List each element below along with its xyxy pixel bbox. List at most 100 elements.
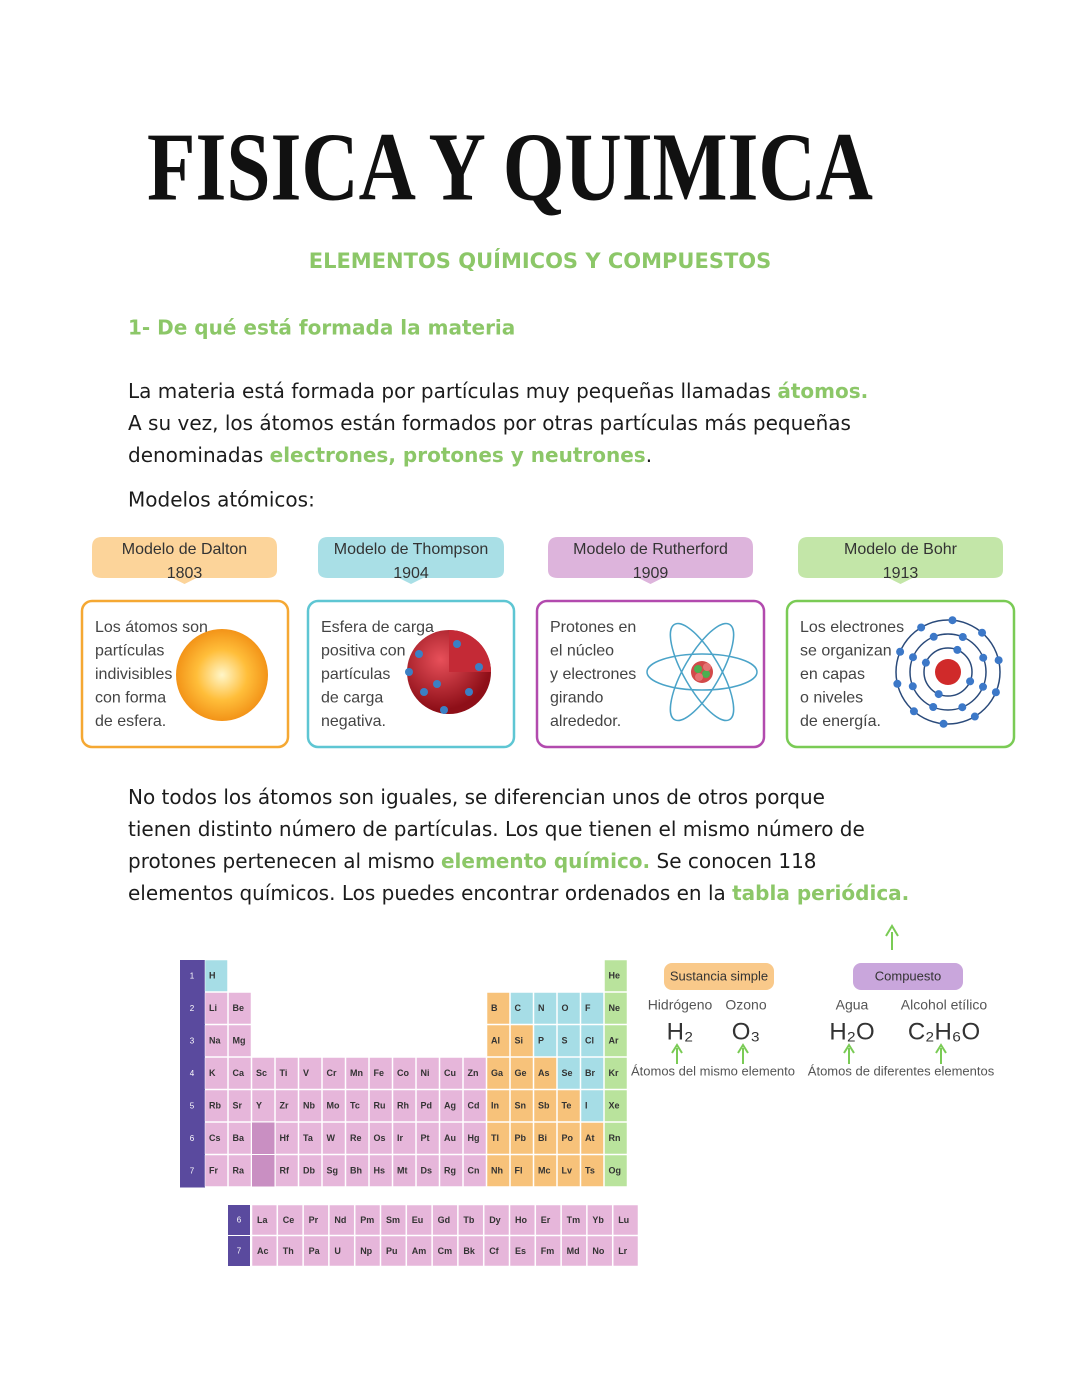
- element-cell: [533, 1154, 557, 1187]
- element-cell: [369, 1154, 393, 1187]
- element-cell: [228, 1024, 252, 1057]
- electron: [475, 663, 483, 671]
- period-label: 3: [190, 1036, 195, 1045]
- element-cell: [580, 992, 604, 1025]
- element-cell: [369, 1122, 393, 1155]
- element-cell: [228, 1089, 252, 1122]
- element-symbol: Nd: [334, 1215, 346, 1225]
- element-symbol: Lu: [618, 1215, 629, 1225]
- element-symbol: U: [334, 1246, 341, 1256]
- model-description: de esfera.: [95, 713, 166, 730]
- electron: [921, 658, 930, 667]
- element-symbol: Zr: [280, 1101, 289, 1111]
- element-symbol: Pt: [421, 1133, 430, 1143]
- element-symbol: Po: [562, 1133, 574, 1143]
- element-symbol: Ag: [444, 1101, 456, 1111]
- element-cell: [510, 1057, 534, 1090]
- element-cell: [533, 992, 557, 1025]
- element-symbol: Bh: [350, 1166, 362, 1176]
- element-symbol: Es: [515, 1246, 526, 1256]
- f-period-label: 7: [237, 1247, 242, 1256]
- element-symbol: Zn: [468, 1068, 479, 1078]
- element-symbol: Tl: [491, 1133, 499, 1143]
- substance-label: Sustancia simple: [670, 968, 768, 983]
- arrow: [843, 1043, 855, 1064]
- element-symbol: Sr: [233, 1101, 243, 1111]
- element-symbol: Xe: [609, 1101, 620, 1111]
- element-cell: [604, 1089, 628, 1122]
- electron: [405, 668, 413, 676]
- element-cell: [329, 1204, 355, 1236]
- element-symbol: K: [209, 1068, 216, 1078]
- paragraph-line: tienen distinto número de partículas. Lo…: [128, 817, 865, 841]
- text-run: protones pertenecen al mismo: [128, 849, 441, 873]
- element-symbol: Er: [541, 1215, 551, 1225]
- element-cell: [303, 1235, 329, 1267]
- example-name: Agua: [836, 997, 869, 1013]
- dalton-sphere: [176, 629, 268, 721]
- element-cell: [228, 1122, 252, 1155]
- element-symbol: Cf: [489, 1246, 499, 1256]
- element-cell: [557, 1122, 581, 1155]
- element-cell: [580, 1154, 604, 1187]
- element-cell: [322, 1057, 346, 1090]
- paragraph-line: protones pertenecen al mismo elemento qu…: [128, 849, 817, 873]
- element-symbol: Co: [397, 1068, 409, 1078]
- element-cell: [483, 1235, 510, 1267]
- element-symbol: Hf: [280, 1133, 290, 1143]
- example-formula: C₂H₆O: [908, 1018, 980, 1045]
- element-cell: [392, 1057, 416, 1090]
- element-symbol: Ca: [233, 1068, 245, 1078]
- element-cell: [275, 1122, 299, 1155]
- element-symbol: B: [491, 1003, 498, 1013]
- element-cell: [604, 992, 628, 1025]
- model-description: positiva con: [321, 643, 406, 660]
- period-label: 6: [190, 1134, 195, 1143]
- element-symbol: Db: [303, 1166, 315, 1176]
- element-symbol: C: [515, 1003, 522, 1013]
- substance-pill: [664, 963, 774, 990]
- element-cell: [380, 1235, 407, 1267]
- element-cell: [251, 1057, 275, 1090]
- electron: [909, 707, 918, 716]
- element-symbol: Y: [256, 1101, 262, 1111]
- element-symbol: As: [538, 1068, 550, 1078]
- element-cell: [298, 1057, 322, 1090]
- element-cell: [604, 1057, 628, 1090]
- element-cell: [204, 1089, 228, 1122]
- element-symbol: Eu: [412, 1215, 424, 1225]
- element-symbol: Pb: [515, 1133, 527, 1143]
- element-cell: [580, 1122, 604, 1155]
- orbit: [669, 622, 735, 722]
- element-symbol: Sc: [256, 1068, 267, 1078]
- substance-caption: Átomos del mismo elemento: [631, 1063, 795, 1078]
- element-cell: [557, 1154, 581, 1187]
- element-cell: [510, 1122, 534, 1155]
- electron: [453, 640, 461, 648]
- element-symbol: Ts: [585, 1166, 595, 1176]
- element-symbol: Cd: [468, 1101, 480, 1111]
- element-symbol: Rf: [280, 1166, 290, 1176]
- element-cell: [557, 1024, 581, 1057]
- model-description: girando: [550, 690, 603, 707]
- element-symbol: V: [303, 1068, 309, 1078]
- element-cell: [406, 1235, 432, 1267]
- element-symbol: La: [257, 1215, 268, 1225]
- element-symbol: Ra: [233, 1166, 245, 1176]
- element-symbol: N: [538, 1003, 545, 1013]
- electron: [908, 653, 917, 662]
- text-run: Se conocen 118: [650, 849, 816, 873]
- element-cell: [439, 1122, 463, 1155]
- element-cell: [251, 1204, 278, 1236]
- element-symbol: Tm: [567, 1215, 581, 1225]
- element-cell: [204, 1122, 228, 1155]
- electron: [420, 688, 428, 696]
- electron: [979, 682, 988, 691]
- element-symbol: Cn: [468, 1166, 480, 1176]
- substance-label: Compuesto: [875, 968, 941, 983]
- model-description: con forma: [95, 690, 166, 707]
- element-cell: [486, 1122, 510, 1155]
- element-cell: [604, 1154, 628, 1187]
- model-description: alrededor.: [550, 713, 621, 730]
- element-symbol: Nh: [491, 1166, 503, 1176]
